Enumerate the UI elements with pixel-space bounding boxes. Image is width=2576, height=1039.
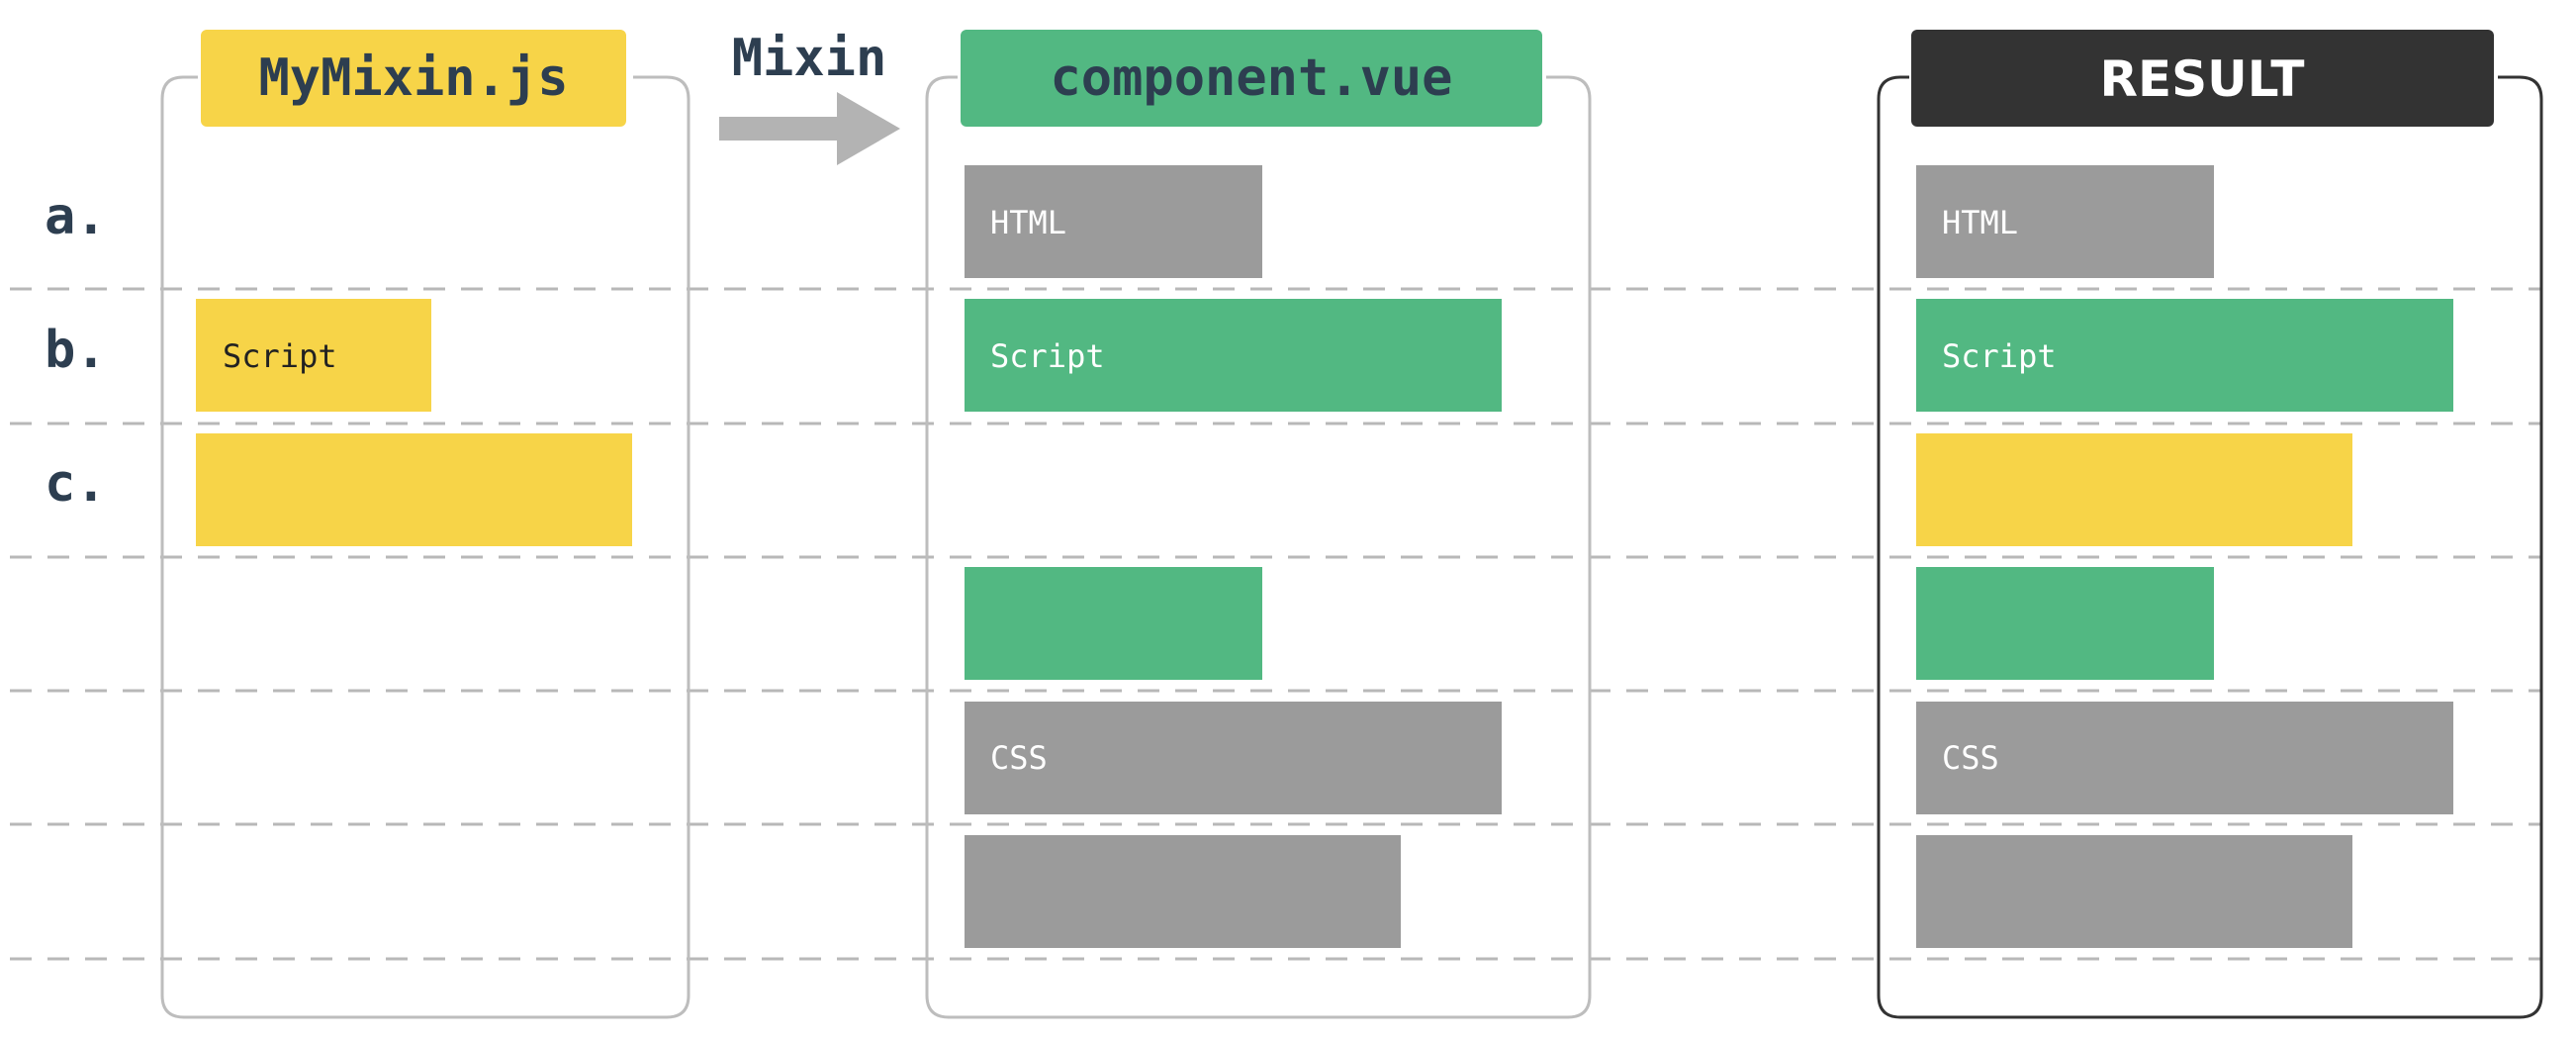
component-html-block [965,165,1262,278]
component-column-frame [925,75,1592,1019]
component-css-block [965,702,1502,814]
component-css-label: CSS [990,739,1048,777]
row-labels: a. b. c. [45,187,107,514]
result-css-block [1916,702,2453,814]
mixin-script-block [196,299,431,412]
component-column: component.vue HTML Script CSS [925,30,1592,1019]
arrow-right-icon [719,92,900,165]
result-script-label: Script [1942,337,2057,375]
component-title: component.vue [1051,48,1453,108]
row-label-b: b. [45,321,107,380]
component-title-box [961,30,1542,127]
mixin-arrow-label: Mixin [732,29,887,88]
row-separators [10,287,2542,961]
mixin-arrow: Mixin [719,29,900,165]
component-html-label: HTML [990,204,1066,241]
result-title-box [1911,30,2494,127]
row-label-c: c. [45,454,107,514]
component-script-label: Script [990,337,1105,375]
mixin-column: MyMixin.js Script [160,30,690,1019]
result-column: RESULT HTML Script CSS [1877,30,2543,1019]
result-css-label: CSS [1942,739,1999,777]
component-methods-block [965,567,1262,680]
result-column-frame [1877,75,2543,1019]
result-html-label: HTML [1942,204,2018,241]
mixin-title: MyMixin.js [258,48,568,108]
mixin-title-box [201,30,626,127]
result-html-block [1916,165,2214,278]
result-title: RESULT [2100,50,2305,108]
result-style-block [1916,835,2352,948]
result-mixin-data-block [1916,433,2352,546]
mixin-data-block [196,433,632,546]
row-label-a: a. [45,187,107,246]
component-style-block [965,835,1401,948]
component-script-block [965,299,1502,412]
mixin-column-frame [160,75,690,1019]
mixin-script-label: Script [223,337,337,375]
result-methods-block [1916,567,2214,680]
result-script-block [1916,299,2453,412]
